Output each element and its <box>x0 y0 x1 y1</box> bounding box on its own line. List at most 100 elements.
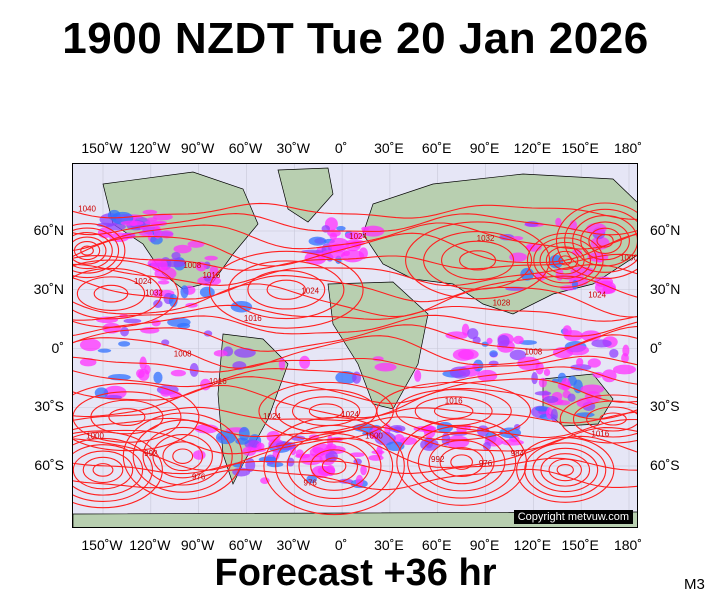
rain-patch <box>612 364 637 375</box>
rain-patch <box>344 231 364 240</box>
isobar-low <box>73 431 163 509</box>
pressure-value-label: 1000 <box>620 253 638 262</box>
isobar-line <box>73 334 637 369</box>
isobar-low <box>286 433 382 499</box>
isobar-line <box>73 283 637 318</box>
rain-patch <box>308 236 327 246</box>
isobar-low <box>73 236 107 265</box>
pressure-value-label: 1032 <box>477 234 495 243</box>
rain-patch <box>371 450 385 455</box>
lon-label-bottom: 60˚W <box>228 537 263 553</box>
rain-patch <box>374 362 397 372</box>
rain-patch <box>361 226 369 231</box>
lat-label-left: 60˚N <box>33 222 64 238</box>
landmass-antarctica <box>73 511 637 527</box>
lon-label-top: 90˚W <box>180 140 215 156</box>
lon-label-bottom: 0˚ <box>334 537 348 553</box>
lat-label-right: 30˚S <box>650 398 680 415</box>
lon-label-bottom: 180˚ <box>613 537 643 553</box>
rain-patch <box>213 350 228 357</box>
lon-label-bottom: 30˚E <box>374 537 404 553</box>
rain-patch <box>157 280 170 285</box>
isobar-high <box>414 396 493 427</box>
rain-patch <box>144 364 151 375</box>
rain-patch <box>609 348 619 358</box>
isobar-low <box>533 237 598 284</box>
rain-patch <box>458 349 479 360</box>
pressure-value-label: 992 <box>431 455 445 464</box>
rain-patch <box>123 318 142 324</box>
rain-patch <box>79 338 101 352</box>
pressure-value-label: 976 <box>304 479 318 488</box>
isobar-low <box>73 444 144 496</box>
rain-patch <box>242 446 257 456</box>
isobar-high <box>108 408 146 426</box>
isobar-low <box>564 208 637 273</box>
rain-patch <box>317 465 336 476</box>
pressure-value-label: 1016 <box>445 396 463 405</box>
pressure-value-label: 1000 <box>86 432 104 441</box>
isobar-low <box>532 447 599 493</box>
rain-patch <box>567 393 576 402</box>
rain-patch <box>555 217 562 227</box>
lon-label-bottom: 60˚E <box>421 537 452 553</box>
pressure-value-label: 1024 <box>341 410 359 419</box>
pressure-value-label: 1016 <box>244 314 262 323</box>
isobar-low <box>407 425 517 499</box>
lon-label-top: 120˚E <box>513 140 552 156</box>
isobar-low <box>548 458 582 482</box>
lon-label-bottom: 90˚E <box>469 537 500 553</box>
isobar-low <box>172 448 194 464</box>
pressure-value-label: 1032 <box>145 289 163 298</box>
isobar-high <box>376 381 532 441</box>
isobar-high <box>73 382 200 452</box>
isobar-line <box>73 435 637 471</box>
rain-patch <box>204 255 218 261</box>
lat-label-left: 60˚S <box>34 457 64 473</box>
pressure-value-label: 1000 <box>365 432 383 441</box>
rain-patch <box>105 222 126 231</box>
lon-label-top: 180˚ <box>613 140 643 156</box>
forecast-title: 1900 NZDT Tue 20 Jan 2026 <box>62 14 649 63</box>
model-code: M3 <box>684 576 705 593</box>
isobar-line <box>73 202 637 220</box>
isobar-low <box>80 245 94 256</box>
isobar-high <box>208 250 364 329</box>
rain-patch <box>580 330 602 342</box>
rain-patch <box>177 322 191 329</box>
lat-label-right: 60˚S <box>650 457 680 473</box>
pressure-value-label: 1016 <box>202 271 220 280</box>
rain-patch <box>180 285 189 299</box>
rain-patch <box>414 369 422 382</box>
isobar-line <box>73 213 637 236</box>
isobar-low <box>558 255 573 266</box>
rain-patch <box>535 361 544 375</box>
isobar-lines <box>73 202 637 516</box>
rain-patch <box>203 330 213 337</box>
rain-patch <box>489 350 498 358</box>
isobar-low <box>450 454 473 470</box>
rain-patch <box>445 331 469 340</box>
rain-patch <box>187 240 205 248</box>
lon-label-bottom: 30˚W <box>276 537 310 553</box>
isobar-low <box>539 241 591 279</box>
isobar-low <box>132 419 233 493</box>
rain-patch <box>488 360 499 367</box>
isobar-low <box>73 227 120 274</box>
forecast-lead-time: Forecast +36 hr <box>214 552 497 594</box>
isobar-low <box>73 232 113 270</box>
isobar-low <box>152 434 213 479</box>
isobar-low <box>82 456 124 484</box>
pressure-value-label: 1024 <box>301 287 319 296</box>
rain-patch <box>120 326 129 337</box>
rain-patch <box>543 395 559 404</box>
rain-patch <box>173 244 192 254</box>
isobar-line <box>73 275 637 303</box>
rain-patch <box>467 328 479 340</box>
pressure-value-label: 984 <box>511 449 525 458</box>
pressure-value-label: 1008 <box>183 261 201 270</box>
rain-patch <box>358 247 368 260</box>
rain-patch <box>535 406 550 412</box>
rain-patch <box>120 220 144 226</box>
isobar-low <box>73 223 126 279</box>
